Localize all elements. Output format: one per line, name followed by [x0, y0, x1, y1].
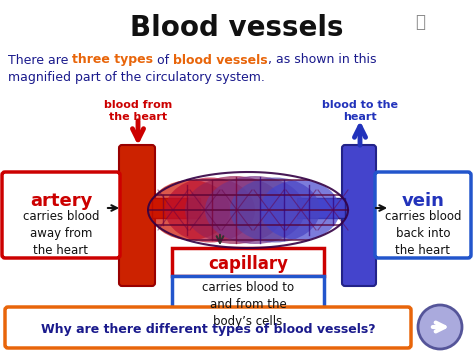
- Text: There are: There are: [8, 54, 73, 66]
- Text: carries blood to
and from the
body’s cells: carries blood to and from the body’s cel…: [202, 281, 294, 328]
- Polygon shape: [152, 198, 200, 218]
- Ellipse shape: [185, 176, 285, 244]
- Text: Blood vessels: Blood vessels: [130, 14, 344, 42]
- Text: magnified part of the circulatory system.: magnified part of the circulatory system…: [8, 71, 265, 84]
- FancyBboxPatch shape: [5, 307, 411, 348]
- Ellipse shape: [230, 178, 320, 242]
- Ellipse shape: [165, 178, 255, 242]
- Ellipse shape: [205, 176, 305, 244]
- Text: three types: three types: [73, 54, 154, 66]
- Polygon shape: [297, 198, 345, 218]
- Text: artery: artery: [30, 192, 92, 210]
- Text: blood from
the heart: blood from the heart: [104, 100, 172, 122]
- Text: Why are there different types of blood vessels?: Why are there different types of blood v…: [41, 322, 375, 335]
- Circle shape: [418, 305, 462, 349]
- Text: , as shown in this: , as shown in this: [268, 54, 377, 66]
- FancyBboxPatch shape: [172, 248, 324, 276]
- Text: blood vessels: blood vessels: [173, 54, 268, 66]
- Text: blood to the
heart: blood to the heart: [322, 100, 398, 122]
- FancyBboxPatch shape: [119, 145, 155, 286]
- Text: carries blood
away from
the heart: carries blood away from the heart: [23, 210, 99, 257]
- Ellipse shape: [150, 180, 230, 240]
- Text: of: of: [154, 54, 173, 66]
- FancyBboxPatch shape: [342, 145, 376, 286]
- Ellipse shape: [260, 180, 340, 240]
- Text: carries blood
back into
the heart: carries blood back into the heart: [385, 210, 461, 257]
- Text: vein: vein: [401, 192, 445, 210]
- Text: 📖: 📖: [415, 13, 425, 31]
- FancyBboxPatch shape: [375, 172, 471, 258]
- Text: capillary: capillary: [208, 255, 288, 273]
- FancyBboxPatch shape: [2, 172, 120, 258]
- FancyBboxPatch shape: [172, 276, 324, 334]
